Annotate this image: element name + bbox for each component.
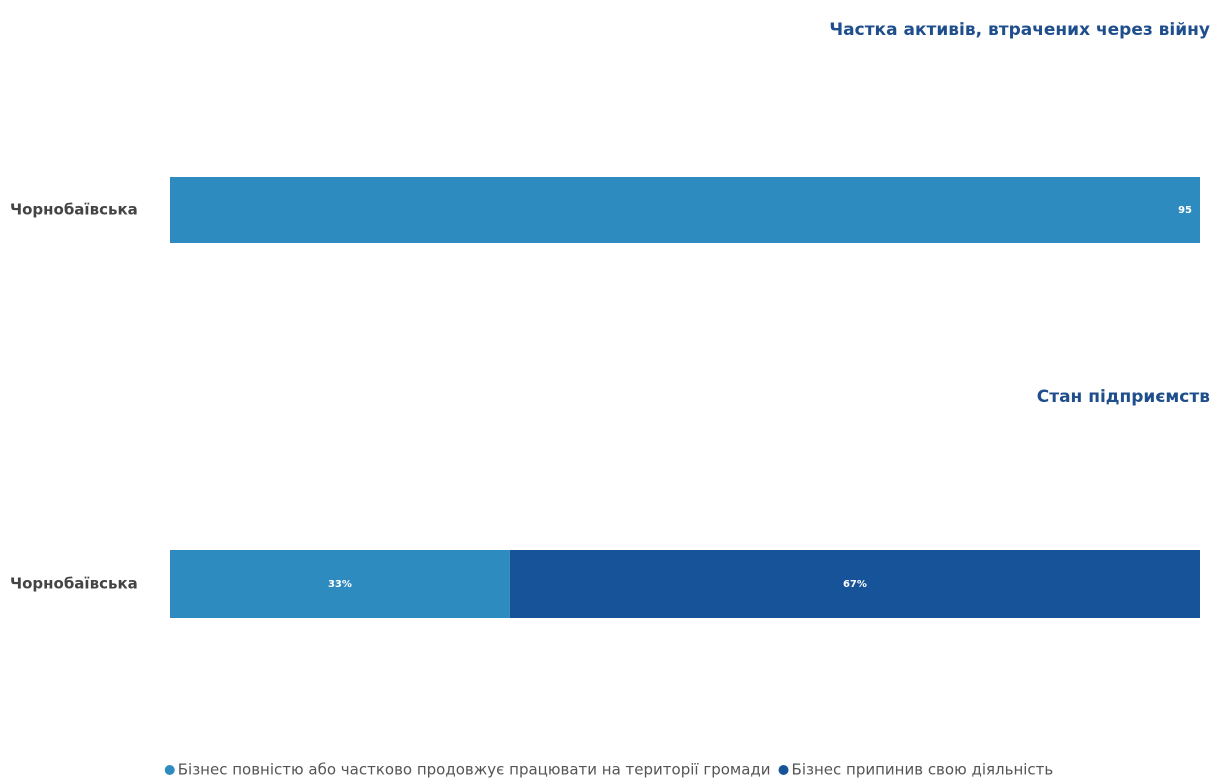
chart-title: Стан підприємств [1037,387,1210,407]
data-label: 95 [1178,205,1192,216]
data-label: 33% [328,579,352,590]
legend-label: Бізнес повністю або частково продовжує п… [178,761,771,778]
legend-marker [778,765,789,775]
legend-marker [164,765,175,775]
category-label: Чорнобаївська [10,575,138,593]
bar-segment [170,550,510,618]
bar-segment [509,550,1200,618]
category-label: Чорнобаївська [10,201,138,219]
bar [170,177,1200,243]
chart-title: Частка активів, втрачених через війну [829,20,1210,40]
legend-label: Бізнес припинив свою діяльність [792,761,1054,778]
data-label: 67% [843,579,867,590]
